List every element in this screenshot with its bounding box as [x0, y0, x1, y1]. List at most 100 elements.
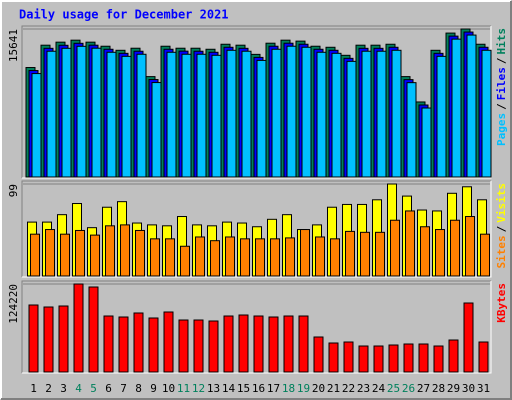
bar [345, 230, 355, 277]
x-tick-label: 3 [60, 382, 67, 395]
x-tick-label: 12 [192, 382, 205, 395]
x-tick-label: 27 [417, 382, 430, 395]
bar [421, 107, 432, 178]
bar [165, 238, 175, 277]
legend-entry: Visits [495, 183, 508, 223]
bar [375, 231, 385, 277]
bar [343, 341, 354, 373]
x-tick-label: 10 [162, 382, 175, 395]
bar [148, 317, 159, 373]
bar [253, 315, 264, 373]
x-tick-label: 20 [312, 382, 325, 395]
legend-separator: / [495, 57, 508, 64]
bar [105, 225, 115, 277]
legend-entry: Hits [495, 28, 508, 55]
bar [481, 49, 492, 178]
legend: Sites / Visits [495, 183, 508, 269]
bar [178, 319, 189, 373]
bar [61, 47, 72, 178]
bar [316, 51, 327, 178]
legend-entry: Files [495, 67, 508, 100]
bar [46, 50, 57, 178]
bar [286, 45, 297, 178]
bar [225, 236, 235, 277]
bar [180, 245, 190, 277]
legend: KBytes [495, 283, 508, 323]
bar [210, 240, 220, 277]
chart-title: Daily usage for December 2021 [19, 8, 229, 22]
bar [73, 283, 84, 373]
bar [268, 316, 279, 373]
bar [166, 51, 177, 178]
panel-bevel-dark [21, 180, 491, 277]
x-tick-label: 22 [342, 382, 355, 395]
x-tick-label: 29 [447, 382, 460, 395]
bar [270, 238, 280, 277]
bar [433, 345, 444, 373]
x-tick-label: 24 [372, 382, 386, 395]
bar [478, 341, 489, 373]
x-tick-label: 8 [135, 382, 142, 395]
legend: Pages / Files / Hits [495, 28, 508, 146]
bar [373, 345, 384, 373]
bar [301, 46, 312, 178]
bar [238, 314, 249, 373]
x-tick-label: 23 [357, 382, 370, 395]
bar [150, 238, 160, 277]
bar [88, 286, 99, 373]
bar [28, 304, 39, 373]
legend-entry: Sites [495, 235, 508, 268]
bar [195, 236, 205, 277]
bar [418, 343, 429, 373]
bar [60, 233, 70, 277]
legend-entry: KBytes [495, 283, 508, 323]
y-tick-label: 15641 [7, 29, 20, 62]
bar [223, 315, 234, 373]
bar [211, 54, 222, 178]
legend-separator: / [495, 103, 508, 110]
bar [391, 49, 402, 178]
bar [361, 50, 372, 178]
bar [106, 51, 117, 178]
bar [241, 50, 252, 178]
bar [388, 344, 399, 373]
x-tick-label: 4 [75, 382, 82, 395]
y-tick-label: 124220 [7, 284, 20, 324]
bar [436, 55, 447, 178]
legend-entry: Pages [495, 113, 508, 146]
x-tick-label: 11 [177, 382, 190, 395]
x-tick-label: 19 [297, 382, 310, 395]
bar [76, 45, 87, 178]
x-tick-label: 5 [90, 382, 97, 395]
x-tick-label: 21 [327, 382, 340, 395]
x-tick-label: 28 [432, 382, 445, 395]
bar [256, 59, 267, 178]
x-tick-label: 2 [45, 382, 52, 395]
bar [58, 305, 69, 373]
bar [451, 38, 462, 178]
bar [226, 49, 237, 178]
panel-bevel-light [22, 281, 492, 374]
bar [300, 229, 310, 277]
x-tick-label: 9 [150, 382, 157, 395]
bar [405, 210, 415, 277]
bar [90, 234, 100, 277]
bar [135, 229, 145, 277]
x-tick-label: 1 [30, 382, 37, 395]
bar [240, 238, 250, 277]
bar [133, 312, 144, 373]
bar [328, 342, 339, 373]
bar [255, 238, 265, 277]
bar [466, 34, 477, 178]
bar [463, 302, 474, 373]
bar [120, 224, 130, 277]
x-tick-label: 26 [402, 382, 415, 395]
bar [151, 82, 162, 178]
bar [136, 53, 147, 178]
bar [196, 53, 207, 178]
bar [313, 336, 324, 373]
bar [45, 229, 55, 277]
